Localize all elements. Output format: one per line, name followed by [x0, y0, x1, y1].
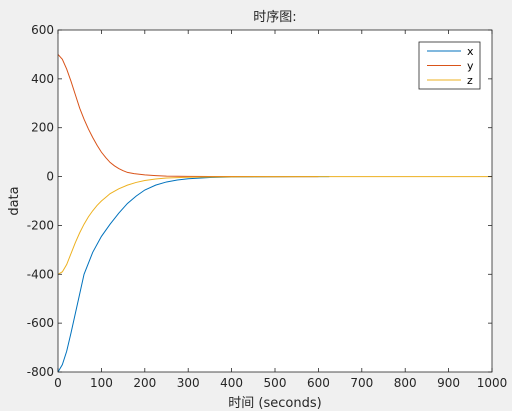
legend: xyz: [418, 41, 481, 90]
y-tick-label: -800: [27, 365, 54, 379]
y-tick-label: -600: [27, 316, 54, 330]
x-tick-label: 300: [177, 376, 200, 390]
y-tick-label: -400: [27, 267, 54, 281]
x-tick-label: 800: [394, 376, 417, 390]
x-tick-label: 400: [220, 376, 243, 390]
series-layer: [57, 54, 492, 373]
x-tick-label: 200: [133, 376, 156, 390]
x-tick-label: 900: [437, 376, 460, 390]
x-tick-label: 600: [307, 376, 330, 390]
y-tick-label: 600: [31, 23, 54, 37]
series-line-y: [57, 54, 319, 178]
legend-label-y: y: [467, 60, 474, 73]
chart-title: 时序图:: [253, 10, 296, 25]
x-tick-label: 700: [350, 376, 373, 390]
x-tick-label: 0: [54, 376, 62, 390]
y-tick-label: 400: [31, 72, 54, 86]
x-tick-label: 1000: [477, 376, 508, 390]
y-tick-label: 200: [31, 121, 54, 135]
x-tick-label: 500: [264, 376, 287, 390]
series-line-z: [57, 176, 492, 275]
ticks-layer: 0 100 200 300 400 500 600 700 800 900 1000 -800 -600…: [27, 23, 508, 390]
y-axis-label: data: [7, 186, 22, 215]
y-tick-label: -200: [27, 218, 54, 232]
legend-label-x: x: [467, 45, 474, 58]
x-axis-label: 时间 (seconds): [228, 396, 321, 411]
legend-label-z: z: [467, 74, 473, 87]
y-tick-label: 0: [46, 170, 54, 184]
x-tick-label: 100: [90, 376, 113, 390]
